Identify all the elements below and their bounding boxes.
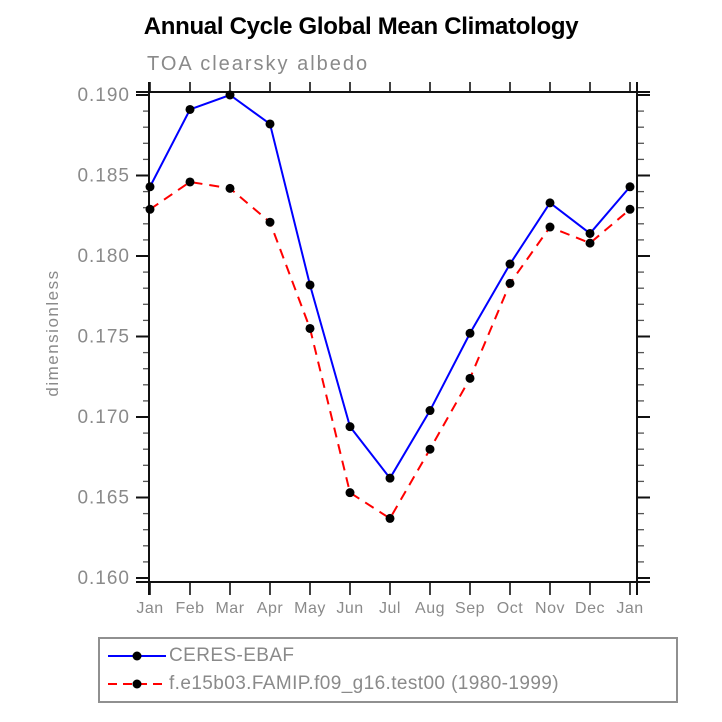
chart-title: Annual Cycle Global Mean Climatology	[143, 13, 579, 40]
chart-subtitle: TOA clearsky albedo	[147, 53, 370, 75]
data-point	[305, 280, 315, 290]
data-point	[585, 238, 595, 248]
data-point	[185, 177, 195, 187]
y-tick-label: 0.170	[77, 407, 130, 428]
x-tick-label: Mar	[215, 600, 244, 617]
data-point	[145, 204, 155, 214]
legend-label-model: f.e15b03.FAMIP.f09_g16.test00 (1980-1999…	[169, 673, 559, 694]
x-tick-label: Feb	[175, 600, 204, 617]
series-line-1	[149, 180, 631, 520]
y-tick-label: 0.180	[77, 246, 130, 267]
data-point	[265, 119, 275, 129]
y-tick-label: 0.165	[77, 488, 130, 509]
data-point	[225, 90, 235, 100]
data-point	[585, 228, 595, 238]
x-tick-label: Apr	[257, 600, 284, 617]
x-tick-label: Dec	[575, 600, 605, 617]
x-tick-label: Aug	[415, 600, 445, 617]
data-point	[425, 406, 435, 416]
data-point	[145, 182, 155, 192]
data-point	[185, 104, 195, 114]
data-point	[345, 488, 355, 498]
data-point	[505, 259, 515, 269]
data-point	[625, 182, 635, 192]
x-tick-label: Nov	[535, 600, 565, 617]
data-point	[465, 373, 475, 383]
legend-item-ceres-ebaf: CERES-EBAF	[106, 642, 676, 670]
data-point	[225, 183, 235, 193]
legend-item-model: f.e15b03.FAMIP.f09_g16.test00 (1980-1999…	[106, 670, 676, 698]
series-line-0	[149, 93, 631, 480]
data-point	[385, 513, 395, 523]
x-tick-label: Jan	[616, 600, 643, 617]
x-tick-label: Jan	[136, 600, 163, 617]
y-tick-label: 0.185	[77, 166, 130, 187]
x-tick-label: Jul	[379, 600, 401, 617]
legend-box: CERES-EBAF f.e15b03.FAMIP.f09_g16.test00…	[98, 637, 678, 703]
data-point	[345, 422, 355, 432]
data-point	[545, 198, 555, 208]
legend-label-ceres-ebaf: CERES-EBAF	[169, 645, 295, 666]
x-tick-label: Oct	[497, 600, 523, 617]
x-tick-label: May	[294, 600, 326, 617]
x-tick-label: Jun	[336, 600, 363, 617]
legend-solid-line-icon	[108, 651, 166, 661]
legend-dashed-line-icon	[108, 679, 166, 689]
data-point	[545, 222, 555, 232]
y-tick-label: 0.175	[77, 327, 130, 348]
data-point	[265, 217, 275, 227]
data-point	[505, 278, 515, 288]
data-point	[625, 204, 635, 214]
data-point	[385, 473, 395, 483]
data-point	[425, 444, 435, 454]
y-tick-label: 0.190	[77, 85, 130, 106]
data-point	[465, 328, 475, 338]
x-tick-label: Sep	[455, 600, 485, 617]
data-point	[305, 323, 315, 333]
y-tick-label: 0.160	[77, 568, 130, 589]
